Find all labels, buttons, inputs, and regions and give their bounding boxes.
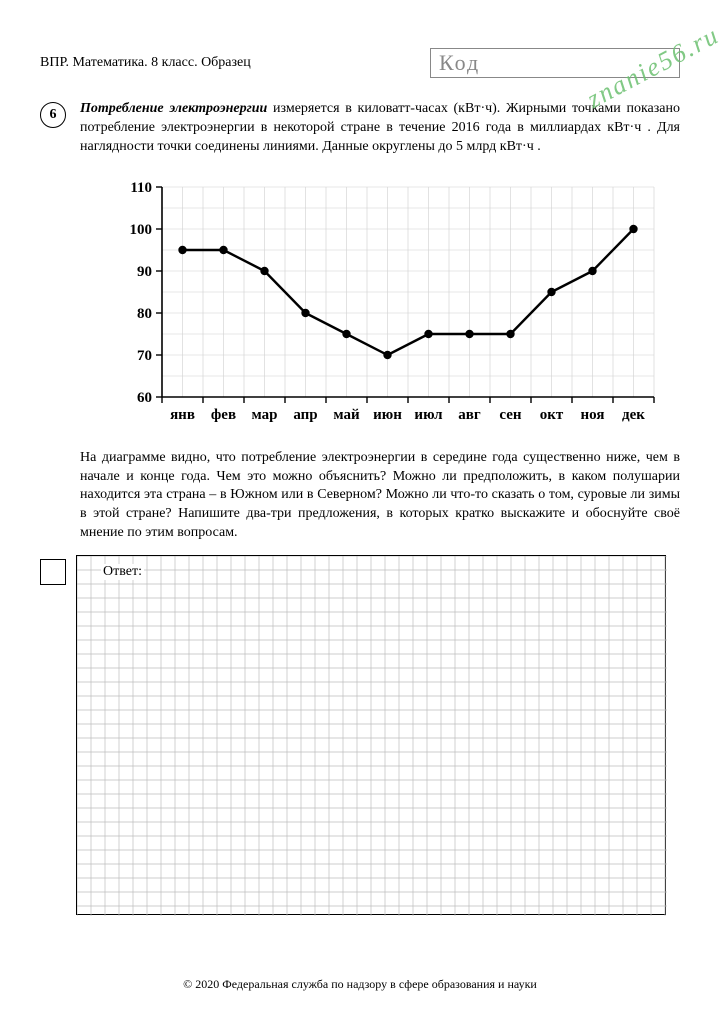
svg-text:сен: сен (499, 407, 521, 423)
svg-text:70: 70 (137, 348, 152, 364)
svg-text:дек: дек (622, 407, 645, 423)
svg-text:июн: июн (373, 407, 402, 423)
page-footer: © 2020 Федеральная служба по надзору в с… (0, 977, 720, 992)
answer-grid[interactable]: Ответ: (76, 555, 666, 915)
svg-text:авг: авг (458, 407, 481, 423)
task-number-badge: 6 (40, 102, 66, 128)
svg-text:80: 80 (137, 306, 152, 322)
task-text: Потребление электроэнергии измеряется в … (80, 100, 680, 157)
svg-text:60: 60 (137, 390, 152, 406)
code-label: Код (439, 50, 480, 76)
svg-text:мар: мар (252, 407, 278, 423)
electricity-chart: 60 70 80 90 100 110 янвфевмарапрмайиюниюлавг се… (108, 175, 668, 435)
svg-text:июл: июл (414, 407, 443, 423)
svg-text:90: 90 (137, 264, 152, 280)
task-block: 6 Потребление электроэнергии измеряется … (40, 100, 680, 157)
grade-checkbox[interactable] (40, 559, 66, 585)
answer-label: Ответ: (101, 564, 144, 580)
svg-text:фев: фев (211, 407, 236, 423)
svg-text:май: май (333, 407, 360, 423)
svg-text:110: 110 (130, 180, 152, 196)
doc-title: ВПР. Математика. 8 класс. Образец (40, 55, 251, 71)
svg-text:янв: янв (170, 407, 195, 423)
svg-text:100: 100 (130, 222, 153, 238)
svg-text:апр: апр (293, 407, 317, 423)
question-text: На диаграмме видно, что потребление элек… (80, 449, 680, 543)
answer-grid-lines (77, 556, 667, 916)
page-header: ВПР. Математика. 8 класс. Образец Код (40, 48, 680, 78)
task-lead-bold: Потребление электроэнергии (80, 101, 267, 116)
svg-text:окт: окт (540, 407, 564, 423)
answer-area: Ответ: (40, 555, 680, 915)
svg-text:ноя: ноя (581, 407, 605, 423)
code-input-box[interactable]: Код (430, 48, 680, 78)
chart-container: 60 70 80 90 100 110 янвфевмарапрмайиюниюлавг се… (108, 175, 680, 435)
